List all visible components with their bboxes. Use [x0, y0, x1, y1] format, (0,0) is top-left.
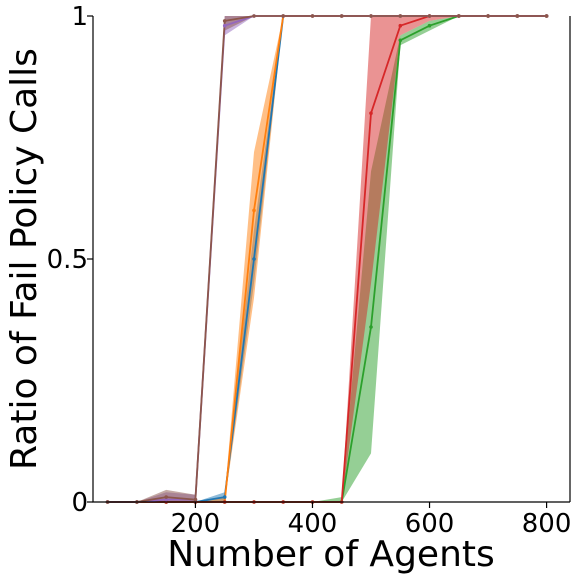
series-6-line [107, 15, 547, 503]
x-tick-label: 400 [288, 509, 338, 539]
confidence-bands [107, 16, 547, 502]
series-6-band [107, 16, 547, 502]
y-tick-label: 0.5 [47, 245, 88, 275]
axes [92, 16, 571, 503]
series-5-line [107, 15, 547, 503]
series-6-point [252, 14, 256, 18]
series-3-band [107, 16, 547, 502]
series-points [105, 14, 549, 504]
series-6-point [515, 14, 520, 18]
series-1-line [107, 15, 547, 503]
series-5-point [222, 23, 227, 28]
x-tick-label: 800 [522, 509, 572, 539]
y-axis-label: Ratio of Fail Policy Calls [4, 48, 45, 470]
series-6-point [544, 14, 549, 18]
series-5-point [164, 497, 168, 502]
series-4-band [107, 16, 547, 502]
x-ticks: 200 400 600 800 [171, 502, 572, 539]
series-6-point [222, 19, 227, 23]
x-axis-label: Number of Agents [167, 534, 495, 575]
series-3-point [369, 325, 373, 329]
series-6-point [398, 14, 403, 18]
series-5-band [107, 16, 547, 502]
y-tick-label: 0 [71, 488, 88, 518]
series-1-point [252, 257, 256, 261]
series-1-point [222, 495, 227, 499]
series-6-point [281, 14, 286, 18]
series-lines [107, 15, 547, 503]
y-ticks: 00.51 [47, 2, 93, 518]
series-6-point [339, 14, 344, 18]
x-tick-label: 200 [171, 509, 221, 539]
series-4-point [369, 111, 373, 115]
series-6-point [457, 14, 461, 18]
series-4-line [107, 15, 547, 503]
x-tick-label: 600 [405, 509, 455, 539]
plot-frame-left-bottom [92, 16, 570, 503]
y-tick-label: 1 [71, 2, 88, 32]
series-6-point [369, 14, 373, 18]
series-3-point [398, 38, 403, 43]
series-3-line [107, 15, 547, 503]
series-6-point [427, 14, 432, 18]
series-6-point [193, 497, 198, 502]
series-6-point [164, 495, 168, 499]
series-2-band [107, 16, 547, 502]
series-2-line [107, 15, 547, 503]
series-6-point [310, 14, 315, 18]
series-6-point [486, 14, 490, 18]
series-4-point [398, 23, 403, 28]
series-3-point [427, 23, 432, 28]
series-2-point [252, 208, 256, 213]
series-1-band [107, 16, 547, 502]
